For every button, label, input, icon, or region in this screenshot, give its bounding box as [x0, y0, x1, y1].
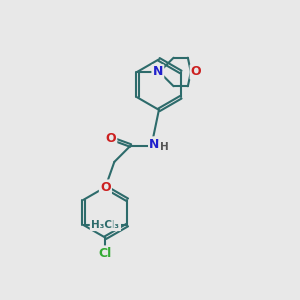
- Text: N: N: [149, 138, 160, 151]
- Text: O: O: [106, 132, 116, 145]
- Text: Cl: Cl: [99, 247, 112, 260]
- Text: O: O: [191, 65, 202, 79]
- Text: H: H: [160, 142, 168, 152]
- Text: N: N: [153, 65, 163, 79]
- Text: O: O: [100, 181, 111, 194]
- Text: H₃C: H₃C: [91, 220, 112, 230]
- Text: CH₃: CH₃: [99, 220, 120, 230]
